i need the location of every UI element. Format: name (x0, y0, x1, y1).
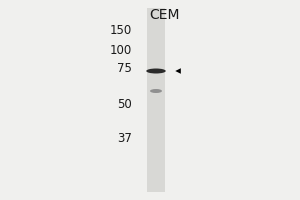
Text: 37: 37 (117, 132, 132, 146)
Ellipse shape (146, 68, 166, 73)
Text: CEM: CEM (150, 8, 180, 22)
Text: 150: 150 (110, 24, 132, 38)
Text: 75: 75 (117, 62, 132, 75)
Text: 100: 100 (110, 45, 132, 58)
Bar (147, 8, 165, 192)
Ellipse shape (150, 89, 162, 93)
Text: 50: 50 (117, 98, 132, 112)
